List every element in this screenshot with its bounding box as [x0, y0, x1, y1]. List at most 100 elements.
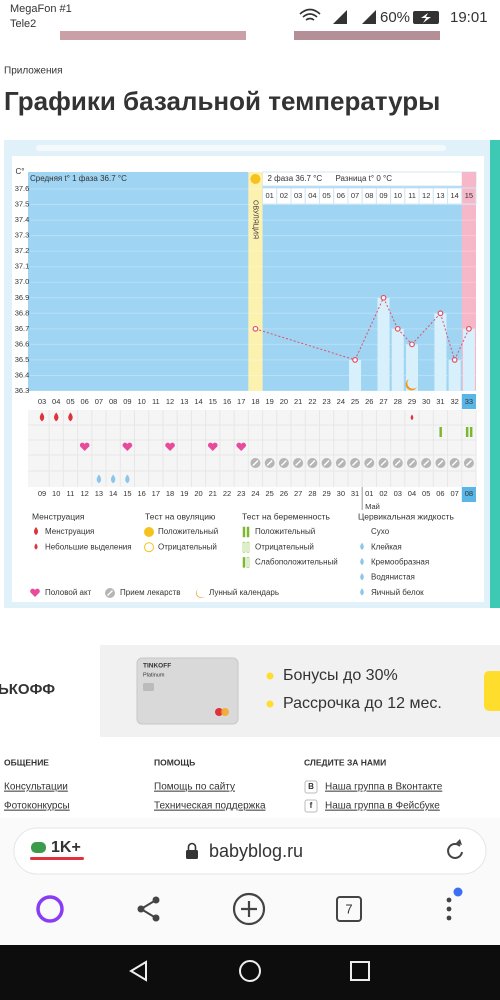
temperature-connector [354, 297, 384, 361]
legend-title: Менструация [32, 511, 85, 521]
reload-icon[interactable] [447, 843, 463, 859]
comment-count[interactable]: 1K+ [51, 839, 81, 856]
temperature-connector [397, 328, 413, 345]
phase2-day: 03 [294, 191, 302, 200]
temperature-point [252, 325, 259, 332]
back-button[interactable] [129, 960, 147, 982]
symbol-area [28, 410, 477, 487]
phase2-day: 05 [322, 191, 330, 200]
recents-button[interactable] [350, 961, 370, 981]
card-brand: TINKOFF [143, 663, 171, 670]
heart-icon [122, 442, 133, 451]
legend-item: Отрицательный [158, 542, 217, 551]
temperature-bar [349, 359, 362, 391]
calendar-date: 06 [436, 489, 444, 498]
chart-edge [490, 140, 500, 608]
calendar-date: 15 [123, 489, 131, 498]
test-icon [469, 427, 473, 437]
assistant-button[interactable] [36, 895, 64, 923]
cycle-day: 16 [223, 397, 231, 406]
ad-bullet: Рассрочка до 12 мес. [283, 695, 442, 712]
calendar-date: 12 [81, 489, 89, 498]
legend-title: Цервикальная жидкость [358, 511, 454, 521]
legend-item: Положительный [158, 527, 218, 536]
phase2-day: 01 [266, 191, 274, 200]
ad-button[interactable] [484, 671, 500, 711]
drop-icon [360, 557, 364, 566]
calendar-date: 14 [109, 489, 117, 498]
phase2-day: 09 [379, 191, 387, 200]
calendar-date: 20 [194, 489, 202, 498]
footer-link[interactable]: Наша группа в Вконтакте [325, 782, 443, 793]
footer-link[interactable]: Техническая поддержка [154, 801, 266, 812]
bank-card [136, 657, 239, 725]
legend-symbol [242, 541, 246, 553]
cycle-day: 29 [408, 397, 416, 406]
footer-title: СЛЕДИТЕ ЗА НАМИ [304, 757, 386, 767]
pill-stripe [465, 460, 472, 466]
calendar-date: 05 [422, 489, 430, 498]
legend-title: Тест на беременность [242, 511, 331, 521]
calendar-date: 02 [379, 489, 387, 498]
temperature-point [409, 341, 415, 348]
clock: 19:01 [450, 9, 488, 26]
legend-item: Клейкая [371, 542, 402, 551]
calendar-date: 27 [294, 489, 302, 498]
share-dot [137, 905, 145, 913]
pill-stripe [394, 460, 401, 466]
y-tick-label: 36.7 [15, 324, 30, 333]
carrier: Tele2 [10, 18, 36, 30]
share-dot [152, 896, 160, 904]
footer-link[interactable]: Консультации [4, 782, 68, 793]
calendar-date: 30 [337, 489, 345, 498]
scroll-bar [36, 145, 446, 151]
cycle-day: 31 [436, 397, 444, 406]
y-tick-label: 36.8 [15, 308, 30, 317]
breadcrumb[interactable]: Приложения [4, 66, 63, 77]
cycle-day: 26 [365, 397, 373, 406]
y-tick-label: 36.6 [15, 339, 30, 348]
menu-hit[interactable] [435, 888, 465, 928]
legend-item: Менструация [45, 527, 94, 536]
tabs-button[interactable] [336, 896, 362, 922]
footer-link[interactable]: Фотоконкурсы [4, 801, 70, 812]
address-bar[interactable] [13, 827, 487, 875]
calendar-date: 25 [266, 489, 274, 498]
image-strip [294, 31, 440, 40]
phase2-day-cell [461, 187, 477, 205]
footer-link[interactable]: Наша группа в Фейсбуке [325, 800, 440, 812]
cycle-day: 07 [95, 397, 103, 406]
drop-icon [360, 542, 364, 550]
pill-stripe [451, 460, 458, 466]
heart-icon [165, 442, 175, 451]
legend-item: Яичный белок [371, 588, 424, 597]
calendar-date: 10 [52, 489, 60, 498]
new-tab-button[interactable] [232, 892, 266, 926]
drop-icon [125, 474, 130, 484]
legend-item: Половой акт [45, 588, 92, 597]
footer-link[interactable]: Помощь по сайту [154, 782, 235, 793]
temperature-point [437, 310, 444, 317]
legend-item: Водянистая [371, 573, 415, 582]
heart-icon [236, 442, 247, 451]
ovulation-column [248, 186, 263, 391]
url[interactable]: babyblog.ru [209, 841, 303, 861]
cycle-day: 11 [152, 397, 160, 406]
cycle-day: 21 [294, 397, 302, 406]
heart-icon [207, 442, 218, 451]
social-icon[interactable] [304, 799, 318, 813]
reload-arrow [456, 839, 462, 845]
cycle-day: 12 [166, 397, 174, 406]
test-icon [465, 427, 469, 437]
legend-item: Небольшие выделения [45, 542, 132, 551]
social-icon[interactable] [304, 780, 318, 794]
temperature-bar [462, 328, 475, 391]
home-button[interactable] [239, 960, 261, 982]
temperature-bar [448, 359, 461, 391]
temperature-connector [383, 297, 399, 330]
pill-stripe [437, 460, 444, 466]
battery-level: 60% [380, 9, 410, 26]
cycle-day: 22 [308, 397, 316, 406]
temperature-point [352, 357, 358, 363]
phase2-day: 14 [450, 191, 458, 200]
